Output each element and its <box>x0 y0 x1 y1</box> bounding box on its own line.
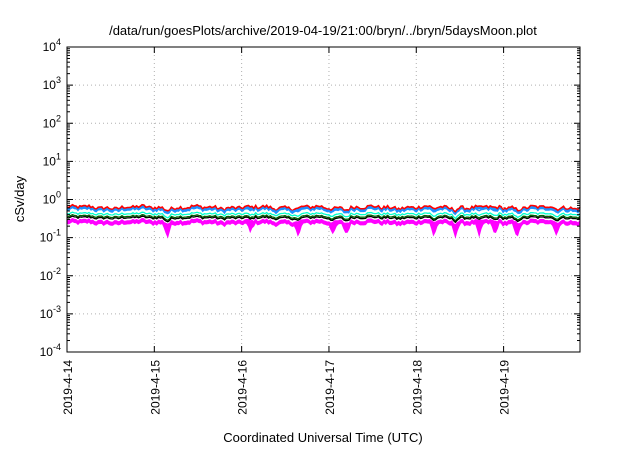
y-tick-label: 10-2 <box>40 266 61 283</box>
series-line <box>66 206 581 215</box>
y-axis-label: cSv/day <box>12 175 27 222</box>
x-tick-label: 2019-4-15 <box>148 360 162 415</box>
series-line <box>66 215 581 224</box>
series-layer <box>66 203 581 239</box>
y-tick-label: 104 <box>43 37 61 54</box>
x-tick-label: 2019-4-16 <box>236 360 250 415</box>
y-tick-label: 103 <box>43 75 61 92</box>
series-line <box>66 211 581 220</box>
y-tick-label: 10-3 <box>40 304 61 321</box>
y-tick-label: 10-4 <box>40 342 61 359</box>
y-tick-label: 100 <box>43 190 61 207</box>
x-tick-label: 2019-4-14 <box>61 360 75 415</box>
series-magenta-band <box>66 217 581 239</box>
series-line <box>66 213 581 222</box>
x-tick-label: 2019-4-19 <box>498 360 512 415</box>
y-tick-label: 101 <box>43 151 61 168</box>
x-axis-label: Coordinated Universal Time (UTC) <box>223 430 422 445</box>
x-axis: 2019-4-14 2019-4-15 2019-4-16 2019-4-17 2019… <box>61 47 512 415</box>
y-tick-label: 10-1 <box>40 228 61 245</box>
grid <box>67 47 580 352</box>
x-tick-label: 2019-4-17 <box>323 360 337 415</box>
series-red-line <box>66 203 581 213</box>
y-axis: 10-4 10-3 10-2 10-1 100 101 102 103 104 <box>40 37 580 359</box>
chart-title: /data/run/goesPlots/archive/2019-04-19/2… <box>109 23 537 38</box>
y-tick-label: 102 <box>43 113 61 130</box>
x-tick-label: 2019-4-18 <box>410 360 424 415</box>
